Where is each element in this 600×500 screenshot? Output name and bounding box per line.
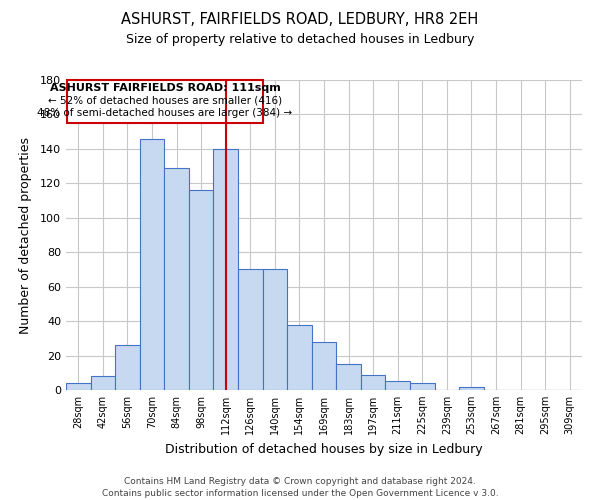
Bar	[91, 376, 115, 390]
Y-axis label: Number of detached properties: Number of detached properties	[19, 136, 32, 334]
Bar	[66, 383, 91, 390]
Bar	[361, 374, 385, 390]
Bar	[263, 270, 287, 390]
Bar	[140, 138, 164, 390]
Bar	[115, 345, 140, 390]
Text: ASHURST FAIRFIELDS ROAD: 111sqm: ASHURST FAIRFIELDS ROAD: 111sqm	[50, 84, 280, 94]
Text: ASHURST, FAIRFIELDS ROAD, LEDBURY, HR8 2EH: ASHURST, FAIRFIELDS ROAD, LEDBURY, HR8 2…	[121, 12, 479, 28]
Bar	[312, 342, 336, 390]
X-axis label: Distribution of detached houses by size in Ledbury: Distribution of detached houses by size …	[165, 442, 483, 456]
Bar	[189, 190, 214, 390]
Text: Size of property relative to detached houses in Ledbury: Size of property relative to detached ho…	[126, 32, 474, 46]
Text: ← 52% of detached houses are smaller (416): ← 52% of detached houses are smaller (41…	[48, 96, 282, 106]
Bar	[164, 168, 189, 390]
Text: Contains public sector information licensed under the Open Government Licence v : Contains public sector information licen…	[101, 488, 499, 498]
Bar	[214, 149, 238, 390]
FancyBboxPatch shape	[67, 80, 263, 123]
Bar	[336, 364, 361, 390]
Bar	[410, 383, 434, 390]
Text: Contains HM Land Registry data © Crown copyright and database right 2024.: Contains HM Land Registry data © Crown c…	[124, 477, 476, 486]
Bar	[238, 270, 263, 390]
Bar	[459, 386, 484, 390]
Bar	[287, 324, 312, 390]
Bar	[385, 382, 410, 390]
Text: 48% of semi-detached houses are larger (384) →: 48% of semi-detached houses are larger (…	[37, 108, 292, 118]
